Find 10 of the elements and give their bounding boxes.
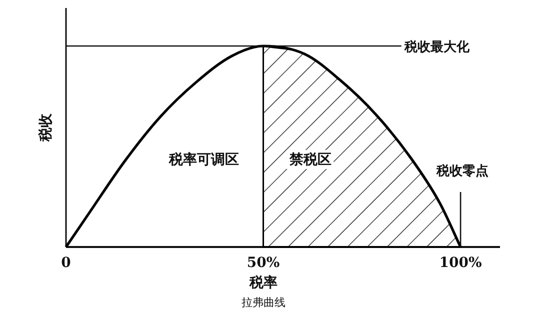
x-tick-label: 0: [61, 255, 72, 271]
text: 拉弗曲线: [241, 296, 286, 309]
x-tick-label: 100%: [439, 255, 482, 271]
y-axis-title: 税收: [37, 112, 54, 142]
ref-line-label: 税收零点: [436, 163, 489, 179]
annotation: 税率可调区: [168, 151, 240, 168]
x-axis-title: 税率: [248, 274, 278, 291]
x-tick-label: 50%: [246, 255, 280, 271]
annotation: 禁税区: [288, 151, 332, 168]
ref-line-label: 税收最大化: [403, 39, 470, 55]
